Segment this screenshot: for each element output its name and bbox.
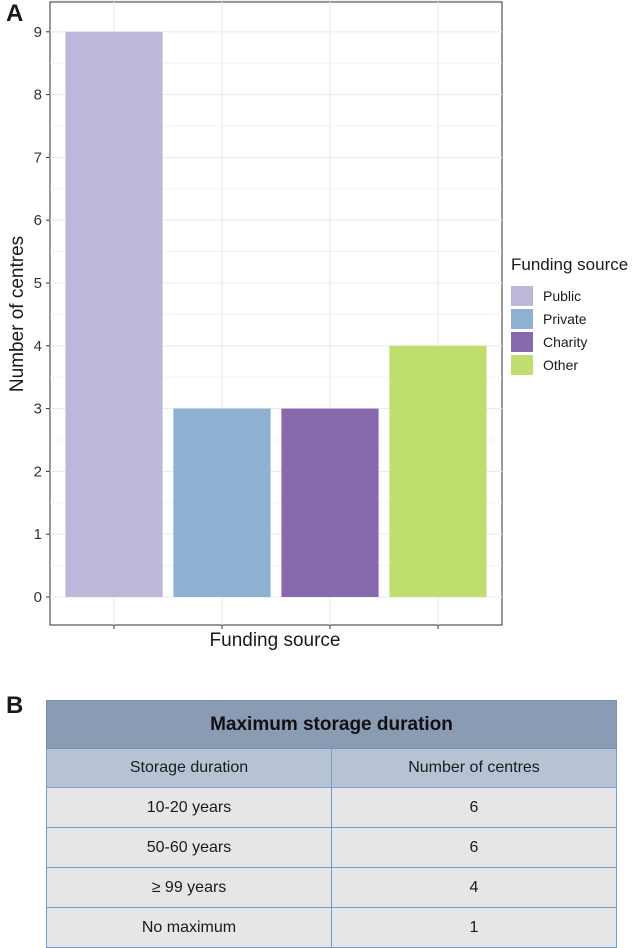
table-header-storage-duration: Storage duration	[46, 748, 332, 788]
y-tick-label: 3	[34, 401, 42, 418]
legend-swatch	[511, 308, 533, 329]
legend-title: Funding source	[511, 255, 629, 274]
table-cell-count: 6	[331, 787, 617, 828]
table-row: 50-60 years 6	[46, 827, 617, 868]
y-tick-label: 2	[34, 463, 42, 480]
legend-label: Charity	[543, 333, 588, 350]
bar-public	[65, 31, 163, 598]
panel-label-a: A	[6, 0, 24, 27]
legend: Funding source Public Private Charity Other	[511, 255, 628, 376]
y-tick-label: 5	[34, 275, 42, 292]
y-axis-title: Number of centres	[7, 236, 28, 392]
y-tick-label: 4	[34, 338, 42, 355]
legend-items: Public Private Charity Other	[511, 284, 628, 376]
storage-table-container: Maximum storage duration Storage duratio…	[46, 700, 617, 948]
y-tick-label: 0	[34, 589, 42, 606]
legend-swatch	[511, 285, 533, 306]
y-tick-label: 1	[34, 526, 42, 543]
bar-private	[173, 408, 271, 597]
legend-item-charity: Charity	[511, 330, 628, 353]
bar-chart: 0 1 2 3 4 5 6 7 8 9 Funding source Number of cent…	[7, 0, 503, 651]
legend-label: Public	[543, 287, 582, 304]
x-axis-title: Funding source	[210, 630, 341, 651]
legend-item-public: Public	[511, 284, 628, 307]
y-tick-label: 9	[34, 24, 42, 41]
legend-item-other: Other	[511, 353, 628, 376]
table-cell-count: 1	[331, 907, 617, 948]
legend-swatch	[511, 354, 533, 375]
bars	[65, 31, 487, 598]
table-cell-duration: 10-20 years	[46, 787, 332, 828]
table-cell-count: 6	[331, 827, 617, 868]
table-row: 10-20 years 6	[46, 787, 617, 828]
legend-label: Private	[543, 310, 587, 327]
table-cell-count: 4	[331, 867, 617, 908]
legend-item-private: Private	[511, 307, 628, 330]
table-row: No maximum 1	[46, 907, 617, 948]
legend-swatch	[511, 331, 533, 352]
bar-other	[389, 345, 487, 597]
table-row: ≥ 99 years 4	[46, 867, 617, 908]
bar-charity	[281, 408, 379, 597]
y-tick-label: 8	[34, 87, 42, 104]
axis-ticks: 0 1 2 3 4 5 6 7 8 9	[34, 24, 439, 629]
table-header-number-of-centres: Number of centres	[331, 748, 617, 788]
panel-label-b: B	[6, 692, 24, 719]
legend-label: Other	[543, 356, 579, 373]
table-cell-duration: ≥ 99 years	[46, 867, 332, 908]
table-cell-duration: No maximum	[46, 907, 332, 948]
y-tick-label: 6	[34, 212, 42, 229]
storage-duration-table: Maximum storage duration Storage duratio…	[46, 700, 617, 948]
y-tick-label: 7	[34, 149, 42, 166]
table-cell-duration: 50-60 years	[46, 827, 332, 868]
table-title: Maximum storage duration	[46, 700, 617, 749]
